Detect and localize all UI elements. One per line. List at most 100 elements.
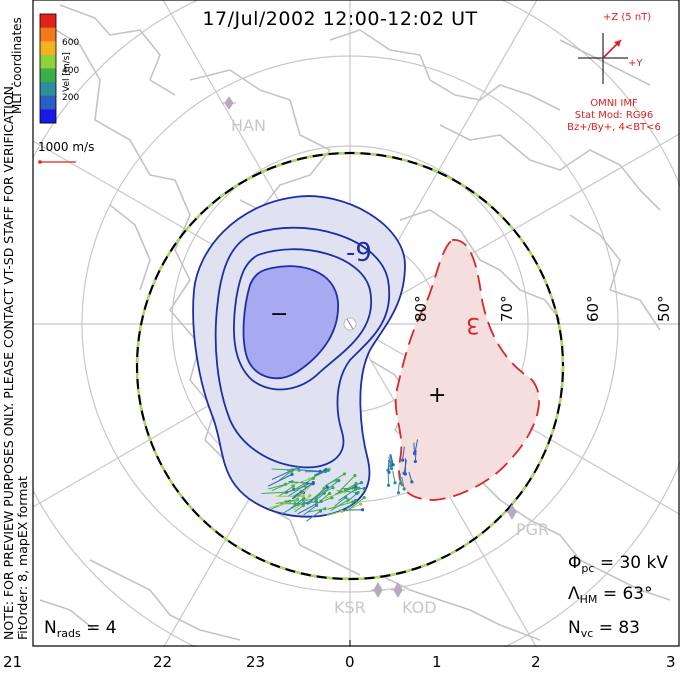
velocity-vector-origin xyxy=(308,494,312,498)
velocity-vector xyxy=(271,468,300,471)
velocity-vector-origin xyxy=(402,487,406,491)
velocity-vector-origin xyxy=(296,466,300,470)
velocity-vector xyxy=(392,471,396,483)
vector-scale-label: 1000 m/s xyxy=(38,140,95,154)
velocity-vector xyxy=(286,467,299,472)
velocity-vector-origin xyxy=(322,487,326,491)
velocity-vector xyxy=(294,504,304,513)
velocity-vector-origin xyxy=(331,486,335,490)
velocity-vector xyxy=(414,450,417,462)
velocity-vector-origin xyxy=(311,476,316,480)
velocity-vector-origin xyxy=(389,466,394,471)
velocity-vector xyxy=(324,491,345,499)
velocity-vector-origin xyxy=(293,502,297,506)
plot-frame xyxy=(32,0,680,647)
velocity-vector-origin xyxy=(314,497,319,501)
latitude-label-80: 80° xyxy=(412,295,430,322)
imf-z-label: +Z (5 nT) xyxy=(603,12,652,23)
negative-min-marker: − xyxy=(270,302,289,327)
station-markers xyxy=(222,96,519,599)
velocity-vector-origin xyxy=(326,468,330,472)
vel-tick-400: 400 xyxy=(62,66,80,76)
mlt-axis-ticks xyxy=(32,640,680,646)
negative-cell-core xyxy=(242,265,339,380)
velocity-vector-origin xyxy=(290,480,294,484)
imf-condition: Bz+/By+, 4<BT<6 xyxy=(567,122,661,133)
velocity-vector-origin xyxy=(351,500,355,504)
velocity-vector-origin xyxy=(386,483,391,487)
velocity-vector xyxy=(316,493,330,505)
station-marker-kod xyxy=(391,581,405,599)
colorbar-segment xyxy=(40,14,56,29)
imf-clock-dial xyxy=(578,33,628,84)
velocity-vector-origin xyxy=(325,485,329,489)
imf-source: OMNI IMF xyxy=(590,98,638,109)
velocity-vector-origin xyxy=(353,498,358,503)
velocity-vector-origin xyxy=(314,500,318,504)
velocity-vector xyxy=(308,488,325,505)
colorbar-segment xyxy=(40,41,56,56)
velocity-vector-origin xyxy=(301,503,305,507)
mlt-tick-23: 23 xyxy=(246,653,266,671)
velocity-vector-origin xyxy=(391,463,395,467)
velocity-vector-origin xyxy=(344,495,348,499)
velocity-vector xyxy=(337,475,356,494)
negative-contour-2 xyxy=(214,226,391,469)
velocity-vector xyxy=(313,469,327,476)
velocity-vector-origin xyxy=(315,503,319,507)
velocity-vector-origin xyxy=(393,481,397,485)
velocity-vector xyxy=(334,496,347,507)
velocity-vector xyxy=(269,500,296,509)
latitude-label-70: 70° xyxy=(498,295,516,322)
station-label-ksr: KSR xyxy=(334,598,366,617)
radar-count: Nrads = 4 xyxy=(44,618,117,640)
velocity-vector-origin xyxy=(330,496,334,500)
velocity-vector xyxy=(346,497,365,512)
colorbar-segment xyxy=(40,54,56,69)
vector-scale-bar xyxy=(38,160,76,164)
negative-contour-label: -9 xyxy=(346,238,372,268)
positive-contour-label: 3 xyxy=(466,312,480,337)
latitude-label-60: 60° xyxy=(584,295,602,322)
velocity-vector xyxy=(303,504,317,516)
velocity-vector xyxy=(326,510,342,516)
velocity-vector xyxy=(293,495,311,511)
map-title: 17/Jul/2002 12:00-12:02 UT xyxy=(202,8,478,30)
vector-count: Nvc = 83 xyxy=(568,618,640,640)
mlt-tick-22: 22 xyxy=(153,653,173,671)
velocity-vector xyxy=(390,454,394,465)
velocity-vector xyxy=(320,497,333,503)
velocity-vector-origin xyxy=(337,479,341,483)
mlt-tick-0: 0 xyxy=(345,653,355,671)
negative-contour-3 xyxy=(233,248,373,391)
mlt-tick-21: 21 xyxy=(3,653,23,671)
velocity-vector-origin xyxy=(290,469,294,473)
velocity-vector xyxy=(408,471,413,482)
velocity-vector-origin xyxy=(413,452,417,456)
velocity-vector xyxy=(287,483,308,497)
velocity-vector-origin xyxy=(398,481,403,485)
station-label-kod: KOD xyxy=(402,598,437,617)
station-marker-pgr xyxy=(505,503,519,521)
velocity-vector xyxy=(325,479,337,486)
velocity-vector xyxy=(300,469,321,472)
velocity-vector xyxy=(401,476,405,490)
mlt-tick-2: 2 xyxy=(531,653,541,671)
velocity-vector xyxy=(338,488,357,502)
velocity-vector xyxy=(268,483,286,490)
velocity-vector-origin xyxy=(340,509,344,513)
heppner-maynard-boundary xyxy=(135,151,565,581)
velocity-vector xyxy=(413,442,415,454)
mlt-tick-3: 3 xyxy=(666,653,676,671)
velocity-vector xyxy=(339,509,363,511)
velocity-vector xyxy=(389,453,393,469)
velocity-vector-origin xyxy=(291,484,295,488)
velocity-vector xyxy=(280,500,304,515)
station-label-pgr: PGR xyxy=(516,520,550,539)
velocity-vector-origin xyxy=(323,507,327,511)
velocity-vector-origin xyxy=(402,471,406,475)
velocity-vector-origin xyxy=(359,502,363,506)
velocity-vector-origin xyxy=(357,486,361,490)
velocity-vector xyxy=(306,508,326,513)
